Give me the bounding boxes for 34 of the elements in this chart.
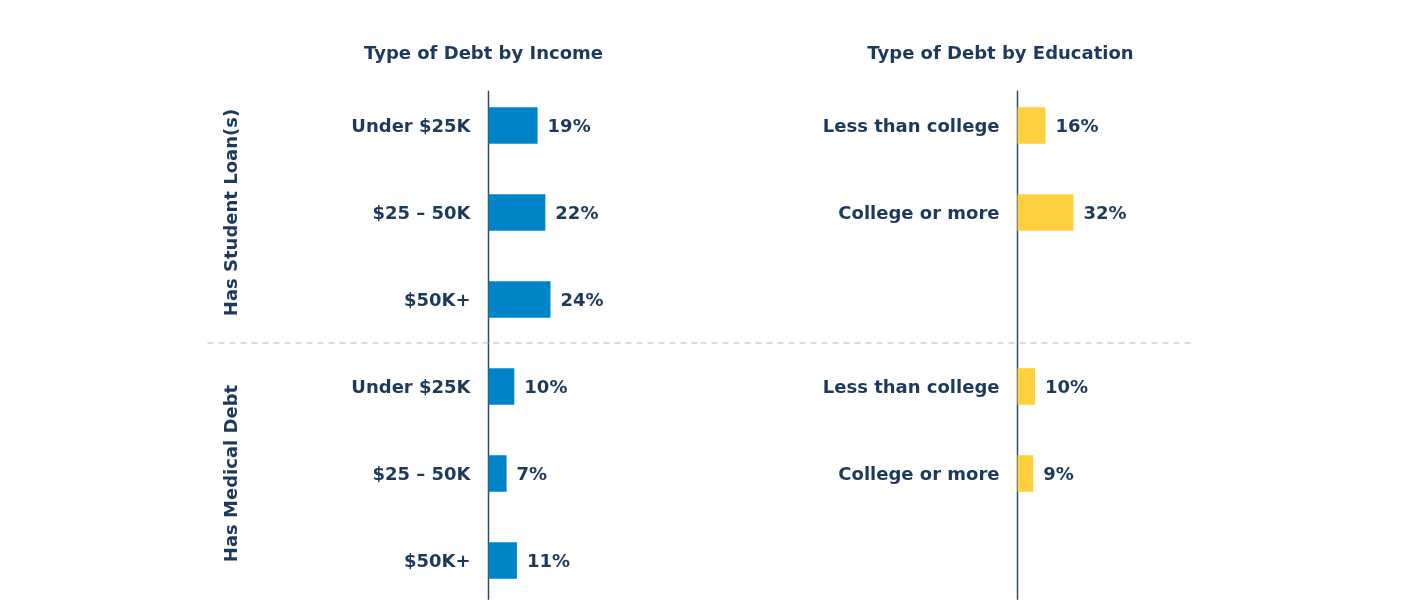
y-tick-label: $50K+	[403, 289, 471, 310]
data-label: 16%	[1055, 115, 1099, 136]
chart-title: Type of Debt by Education	[867, 42, 1134, 63]
bar	[1017, 455, 1034, 492]
data-label: 10%	[1045, 376, 1089, 397]
data-label: 32%	[1083, 202, 1127, 223]
bar	[1017, 107, 1046, 144]
bar	[488, 107, 538, 144]
y-tick-label: Less than college	[822, 376, 1000, 397]
y-tick-label: College or more	[838, 202, 1000, 223]
text: Has Medical Debt	[220, 384, 241, 563]
data-label: 19%	[547, 115, 591, 136]
y-tick-label: $25 – 50K	[372, 463, 472, 484]
y-tick-label: $25 – 50K	[372, 202, 472, 223]
y-tick-label: Less than college	[822, 115, 1000, 136]
bar	[488, 542, 517, 579]
bar	[1017, 194, 1074, 231]
data-label: 10%	[524, 376, 568, 397]
y-tick-label: Under $25K	[351, 115, 472, 136]
bar	[488, 368, 515, 405]
data-label: 11%	[526, 550, 571, 571]
bar	[488, 194, 546, 231]
y-tick-label: $50K+	[403, 550, 471, 571]
data-label: 22%	[555, 202, 599, 223]
bar	[488, 455, 507, 492]
y-tick-label: Under $25K	[351, 376, 472, 397]
chart-title: Type of Debt by Income	[364, 42, 604, 63]
y-tick-label: College or more	[838, 463, 1000, 484]
data-label: 9%	[1043, 463, 1074, 484]
data-label: 24%	[560, 289, 604, 310]
data-label: 7%	[516, 463, 548, 484]
bar	[488, 281, 551, 318]
text: Has Student Loan(s)	[220, 108, 241, 317]
bar	[1017, 368, 1035, 405]
